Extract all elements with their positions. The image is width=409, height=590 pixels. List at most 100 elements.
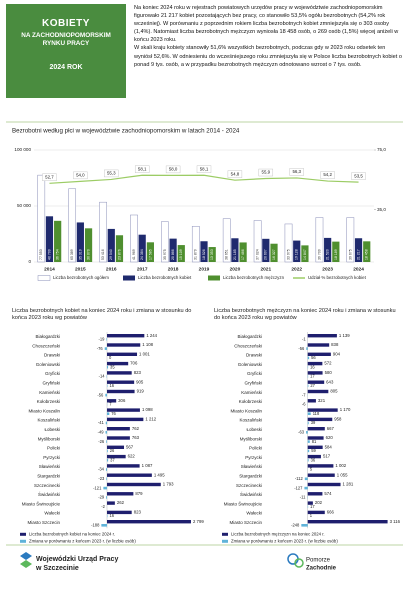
bar bbox=[307, 412, 311, 415]
change-label: 81 bbox=[312, 439, 317, 444]
category-label: Policki bbox=[47, 446, 60, 451]
bar-label: 53 416 bbox=[101, 249, 105, 260]
bar bbox=[301, 245, 309, 262]
bar bbox=[115, 235, 124, 262]
paragraph: W skali kraju kobiety stanowiły 51,6% ws… bbox=[134, 45, 402, 68]
category-label: Kamieński bbox=[39, 390, 60, 395]
bar bbox=[107, 417, 144, 422]
bar bbox=[107, 464, 140, 468]
bar bbox=[307, 427, 325, 431]
bar bbox=[76, 222, 84, 262]
category-label: Gryfiński bbox=[244, 380, 262, 385]
value-label: 838 bbox=[331, 342, 339, 347]
value-label: 763 bbox=[132, 435, 140, 440]
header-subtitle: NA ZACHODNIOPOMORSKIM bbox=[21, 32, 111, 39]
bar-label: 21 520 bbox=[326, 249, 330, 260]
change-label: 76 bbox=[111, 411, 116, 416]
value-label: 706 bbox=[130, 361, 138, 366]
category-label: Kołobrzeski bbox=[37, 399, 60, 404]
bar bbox=[107, 449, 108, 453]
label-box bbox=[351, 172, 366, 180]
bar-label: 36 754 bbox=[56, 249, 60, 260]
bar bbox=[107, 501, 115, 505]
point-label: 55,9 bbox=[262, 170, 271, 175]
category-label: Myśliborski bbox=[38, 436, 60, 441]
bar bbox=[101, 524, 107, 527]
value-label: 321 bbox=[318, 398, 326, 403]
value-label: 1 793 bbox=[163, 482, 174, 487]
y-tick-label: 0 bbox=[28, 259, 31, 264]
bar bbox=[307, 449, 310, 453]
category-label: Policki bbox=[249, 446, 262, 451]
footer-text: w Szczecinie bbox=[35, 565, 79, 572]
change-label: -56 bbox=[97, 392, 104, 397]
value-label: 1 087 bbox=[142, 463, 153, 468]
change-label: -14 bbox=[99, 374, 106, 379]
bar bbox=[107, 445, 125, 449]
label-box bbox=[196, 165, 212, 173]
bar-label: 29 540 bbox=[109, 249, 113, 260]
bar bbox=[307, 356, 310, 360]
bar bbox=[107, 427, 130, 431]
change-label: 27 bbox=[310, 383, 315, 388]
bar bbox=[307, 408, 338, 412]
category-label: Kołobrzeski bbox=[239, 399, 262, 404]
label-box bbox=[165, 165, 181, 174]
bar bbox=[130, 214, 138, 263]
value-label: 1 212 bbox=[145, 417, 156, 422]
point-label: 52,7 bbox=[45, 174, 54, 179]
category-label: Kamieński bbox=[241, 390, 262, 395]
bar-label: 41 969 bbox=[132, 249, 136, 260]
legend-swatch bbox=[123, 275, 135, 281]
change-label: 1 bbox=[310, 513, 313, 518]
bar-label: 24 384 bbox=[140, 249, 144, 260]
bar bbox=[161, 221, 169, 263]
bar bbox=[106, 496, 107, 499]
category-label: Białogardzki bbox=[35, 334, 60, 339]
bar bbox=[99, 201, 107, 263]
change-label: 35 bbox=[110, 364, 115, 369]
bar-label: 35 975 bbox=[163, 249, 167, 260]
category-label: Białogardzki bbox=[237, 334, 262, 339]
bar bbox=[307, 371, 323, 375]
change-label: 56 bbox=[311, 355, 316, 360]
bar bbox=[191, 226, 200, 263]
category-label: Miasto Koszalin bbox=[28, 408, 60, 413]
legend-label: Liczba bezrobotnych ogółem bbox=[53, 275, 109, 280]
bar bbox=[253, 220, 262, 263]
point-label: 58,1 bbox=[200, 166, 209, 171]
category-label: Stargardzki bbox=[37, 473, 60, 478]
point-label: 54,8 bbox=[231, 171, 240, 176]
bar bbox=[106, 477, 107, 481]
category-label: Stargardzki bbox=[239, 473, 262, 478]
value-label: 1 055 bbox=[337, 472, 348, 477]
bar bbox=[107, 436, 130, 440]
category-label: Miasto Świnoujście bbox=[224, 499, 263, 506]
value-label: 517 bbox=[323, 454, 331, 459]
label-box bbox=[42, 173, 57, 182]
legend-label: Liczba bezrobotnych mężczyzn na koniec 2… bbox=[231, 531, 325, 536]
value-label: 1 281 bbox=[343, 482, 354, 487]
bar-label: 20 697 bbox=[264, 249, 268, 260]
bar bbox=[107, 454, 126, 459]
bar bbox=[177, 245, 185, 262]
change-label: -112 bbox=[295, 476, 304, 481]
bar bbox=[106, 338, 107, 341]
bar-label: 14 847 bbox=[303, 249, 307, 260]
bar bbox=[107, 352, 138, 356]
value-label: 567 bbox=[126, 444, 134, 449]
category-label: Miasto Świnoujście bbox=[22, 499, 61, 506]
change-label: -23 bbox=[98, 476, 105, 481]
paragraph: Na koniec 2024 roku w rejestrach powiato… bbox=[134, 5, 399, 44]
category-label: Pyrzycki bbox=[43, 455, 60, 460]
value-label: 1 495 bbox=[154, 472, 165, 477]
value-label: 1 139 bbox=[339, 333, 350, 338]
bar bbox=[307, 520, 388, 524]
bar bbox=[307, 380, 325, 384]
bar bbox=[332, 241, 340, 262]
bar-label: 18 458 bbox=[365, 249, 369, 260]
change-label: -11 bbox=[300, 495, 306, 500]
chart-title: Bezrobotni według płci w województwie za… bbox=[12, 128, 240, 135]
bar bbox=[105, 431, 107, 434]
bar-label: 39 709 bbox=[317, 249, 321, 260]
